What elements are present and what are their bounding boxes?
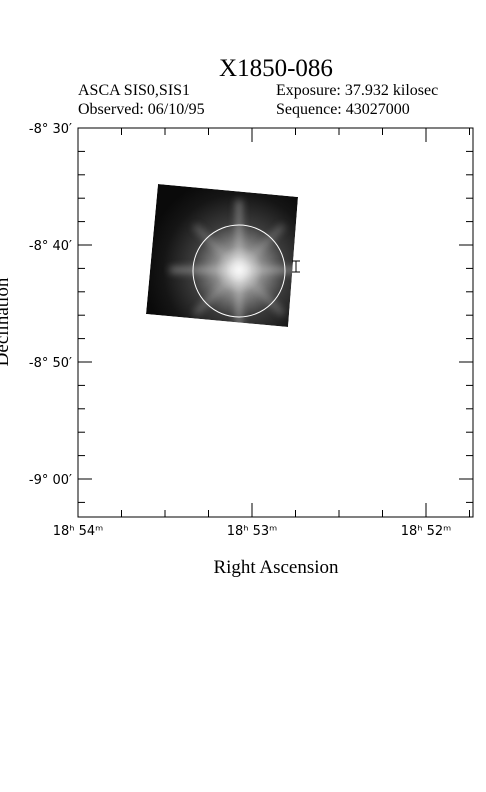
x-tick-label: 18ʰ 53ᵐ bbox=[227, 524, 278, 539]
ticks: 18ʰ 54ᵐ 18ʰ 53ᵐ 18ʰ 52ᵐ -8° 30′ -8° 40′ -8° 5… bbox=[29, 122, 473, 539]
y-tick-label: -8° 50′ bbox=[29, 356, 72, 371]
source-region bbox=[192, 224, 286, 318]
title: X1850-086 bbox=[219, 55, 333, 82]
y-tick-label: -9° 00′ bbox=[29, 473, 72, 488]
y-tick-label: -8° 40′ bbox=[29, 239, 72, 254]
x-axis-label: Right Ascension bbox=[213, 557, 339, 578]
x-tick-label: 18ʰ 54ᵐ bbox=[53, 524, 104, 539]
observed: Observed: 06/10/95 bbox=[78, 101, 205, 118]
sky-image bbox=[146, 184, 298, 327]
sequence: Sequence: 43027000 bbox=[276, 101, 410, 118]
x-tick-label: 18ʰ 52ᵐ bbox=[401, 524, 452, 539]
y-tick-label: -8° 30′ bbox=[29, 122, 72, 137]
exposure: Exposure: 37.932 kilosec bbox=[276, 82, 438, 99]
plot-frame bbox=[77, 127, 474, 518]
marker bbox=[292, 260, 300, 273]
instrument: ASCA SIS0,SIS1 bbox=[78, 82, 190, 99]
y-axis-label: Declination bbox=[0, 277, 13, 366]
